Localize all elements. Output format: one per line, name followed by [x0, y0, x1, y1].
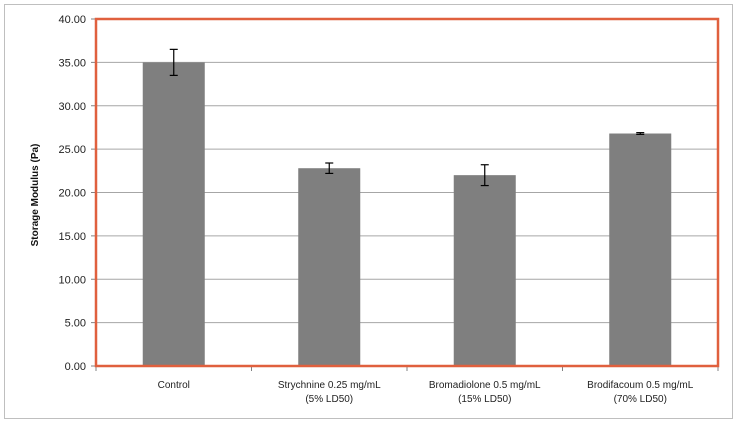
x-category-label: (5% LD50) [305, 394, 353, 405]
highlight-box [94, 17, 720, 368]
y-tick-label: 25.00 [58, 144, 86, 156]
x-category-label: (70% LD50) [614, 394, 667, 405]
y-tick-label: 20.00 [58, 188, 86, 200]
y-tick-label: 40.00 [58, 14, 86, 26]
bar [609, 133, 672, 366]
bar [298, 168, 361, 366]
x-category-label: Brodifacoum 0.5 mg/mL [587, 380, 694, 391]
bars [142, 62, 672, 366]
y-tick-label: 30.00 [58, 101, 86, 113]
x-category-labels: Control Strychnine 0.25 mg/mL (5% LD50) Bro… [158, 380, 694, 405]
x-category-label: Bromadiolone 0.5 mg/mL [429, 380, 541, 391]
x-category-label: Control [158, 380, 190, 391]
y-axis-title: Storage Modulus (Pa) [30, 144, 41, 247]
y-tick-label: 35.00 [58, 57, 86, 69]
bar [142, 62, 205, 366]
y-tick-label: 5.00 [65, 318, 86, 330]
y-tick-label: 0.00 [65, 361, 86, 373]
y-tick-labels: 0.00 5.00 10.00 15.00 20.00 25.00 30.00 35.00 40… [58, 14, 86, 373]
y-tick-label: 10.00 [58, 274, 86, 286]
x-category-label: (15% LD50) [458, 394, 511, 405]
error-bars [169, 48, 645, 187]
y-tick-label: 15.00 [58, 231, 86, 243]
x-category-label: Strychnine 0.25 mg/mL [278, 380, 381, 391]
bar [453, 175, 516, 366]
